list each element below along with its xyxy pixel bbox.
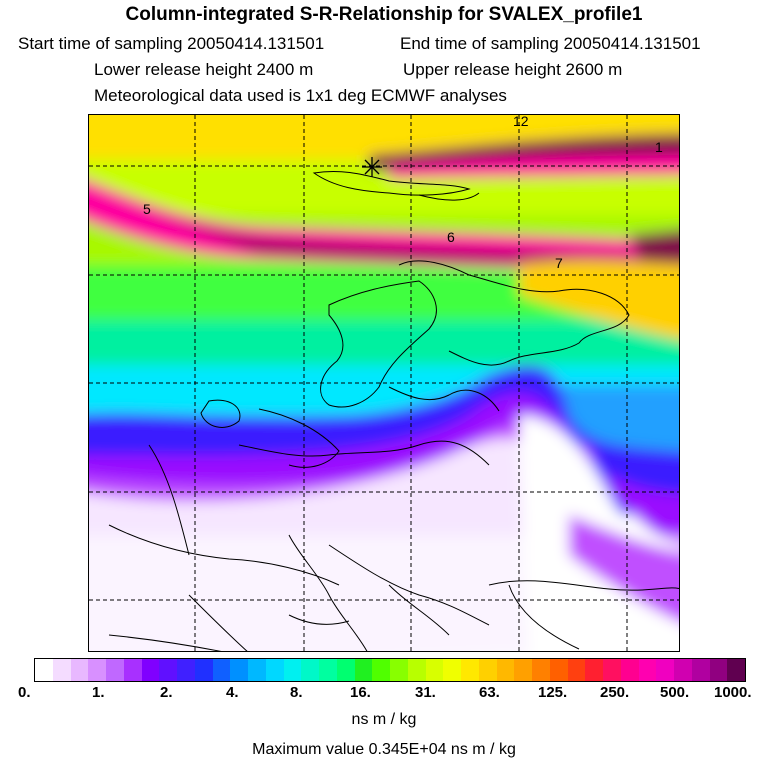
colorbar-swatch bbox=[674, 659, 692, 681]
colorbar-swatch bbox=[603, 659, 621, 681]
colorbar-swatch bbox=[372, 659, 390, 681]
colorbar-swatch bbox=[727, 659, 745, 681]
colorbar-tick: 16. bbox=[350, 684, 371, 701]
colorbar-tick: 63. bbox=[479, 684, 500, 701]
colorbar-swatch bbox=[283, 659, 302, 681]
colorbar-swatch bbox=[496, 659, 515, 681]
colorbar-swatch bbox=[390, 659, 408, 681]
colorbar-swatch bbox=[443, 659, 461, 681]
met-data-label: Meteorological data used is 1x1 deg ECMW… bbox=[94, 86, 507, 105]
colorbar-swatch bbox=[230, 659, 248, 681]
day-label-7: 7 bbox=[555, 255, 563, 271]
colorbar-swatch bbox=[691, 659, 710, 681]
colorbar-swatch bbox=[159, 659, 177, 681]
colorbar-swatch bbox=[461, 659, 479, 681]
colorbar-tick: 8. bbox=[290, 684, 303, 701]
day-label-12: 12 bbox=[513, 115, 529, 129]
colorbar-swatch bbox=[265, 659, 284, 681]
map-canvas: 12 1 5 6 7 bbox=[89, 115, 679, 651]
day-label-1: 1 bbox=[655, 139, 663, 155]
colorbar-tick: 250. bbox=[600, 684, 630, 701]
colorbar-tick: 500. bbox=[660, 684, 690, 701]
end-time-label: End time of sampling 20050414.131501 bbox=[400, 34, 701, 53]
colorbar-swatch bbox=[88, 659, 106, 681]
colorbar-swatch bbox=[532, 659, 550, 681]
upper-height-label: Upper release height 2600 m bbox=[403, 60, 623, 79]
day-label-5: 5 bbox=[143, 201, 151, 217]
coastlines bbox=[108, 170, 679, 651]
colorbar-swatch bbox=[567, 659, 586, 681]
colorbar-tick: 1000. bbox=[714, 684, 752, 701]
colorbar-swatch bbox=[638, 659, 657, 681]
colorbar-swatch bbox=[407, 659, 426, 681]
map-title: Column-integrated S-R-Relationship for S… bbox=[125, 4, 643, 25]
lower-height-label: Lower release height 2400 m bbox=[94, 60, 314, 79]
colorbar-swatch bbox=[177, 659, 195, 681]
colorbar-swatch bbox=[319, 659, 337, 681]
colorbar-swatch bbox=[123, 659, 142, 681]
colorbar-swatch bbox=[549, 659, 568, 681]
graticule bbox=[89, 115, 679, 651]
colorbar-swatch bbox=[141, 659, 160, 681]
concentration-field bbox=[89, 115, 679, 651]
colorbar-tick: 1. bbox=[92, 684, 105, 701]
colorbar-swatch bbox=[514, 659, 532, 681]
colorbar-swatch bbox=[478, 659, 497, 681]
start-time-label: Start time of sampling 20050414.131501 bbox=[18, 34, 325, 53]
colorbar-swatch bbox=[336, 659, 355, 681]
colorbar-swatch bbox=[656, 659, 674, 681]
colorbar-swatch bbox=[212, 659, 231, 681]
colorbar-swatch bbox=[620, 659, 639, 681]
colorbar-swatch bbox=[425, 659, 444, 681]
colorbar-swatch bbox=[70, 659, 89, 681]
map-panel: 12 1 5 6 7 bbox=[88, 114, 680, 652]
colorbar-swatch bbox=[301, 659, 319, 681]
colorbar-tick: 0. bbox=[18, 684, 31, 701]
colorbar-swatch bbox=[585, 659, 603, 681]
colorbar-tick: 2. bbox=[160, 684, 173, 701]
units-label: ns m / kg bbox=[351, 711, 417, 728]
colorbar-swatch bbox=[354, 659, 373, 681]
day-label-6: 6 bbox=[447, 229, 455, 245]
colorbar-tick: 125. bbox=[538, 684, 568, 701]
colorbar-swatch bbox=[709, 659, 728, 681]
colorbar-tick: 4. bbox=[226, 684, 239, 701]
colorbar-swatch bbox=[106, 659, 124, 681]
colorbar-swatch bbox=[35, 659, 53, 681]
colorbar-tick: 31. bbox=[415, 684, 436, 701]
colorbar-swatch bbox=[248, 659, 266, 681]
colorbar bbox=[34, 658, 746, 682]
colorbar-swatch bbox=[194, 659, 213, 681]
colorbar-swatch bbox=[52, 659, 71, 681]
max-value-label: Maximum value 0.345E+04 ns m / kg bbox=[252, 741, 516, 758]
release-site-marker bbox=[362, 157, 382, 177]
